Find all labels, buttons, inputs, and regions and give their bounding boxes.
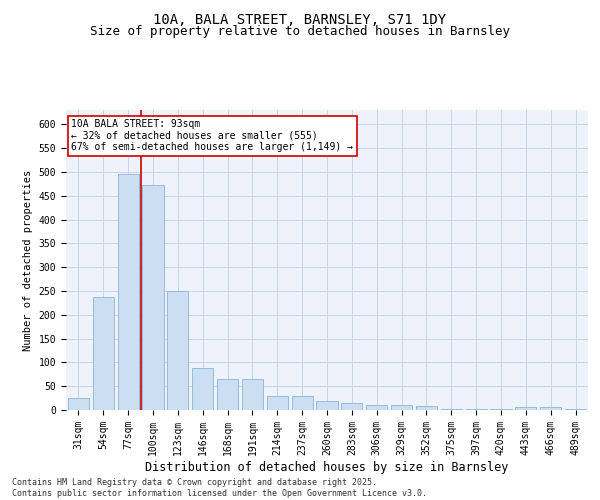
Text: 10A, BALA STREET, BARNSLEY, S71 1DY: 10A, BALA STREET, BARNSLEY, S71 1DY [154,12,446,26]
X-axis label: Distribution of detached houses by size in Barnsley: Distribution of detached houses by size … [145,460,509,473]
Bar [416,406,437,410]
Text: Size of property relative to detached houses in Barnsley: Size of property relative to detached ho… [90,25,510,38]
Bar [341,403,362,410]
Text: 10A BALA STREET: 93sqm
← 32% of detached houses are smaller (555)
67% of semi-de: 10A BALA STREET: 93sqm ← 32% of detached… [71,119,353,152]
Bar [490,408,512,410]
Bar [142,185,164,410]
Bar [242,379,263,410]
Bar [391,405,412,410]
Bar [366,405,387,410]
Bar [441,408,462,410]
Bar [540,407,561,410]
Y-axis label: Number of detached properties: Number of detached properties [23,170,33,350]
Bar [167,291,188,410]
Bar [192,368,213,410]
Bar [515,407,536,410]
Bar [565,408,586,410]
Bar [68,398,89,410]
Bar [118,174,139,410]
Bar [217,379,238,410]
Bar [316,402,338,410]
Bar [93,296,114,410]
Bar [466,408,487,410]
Bar [292,396,313,410]
Text: Contains HM Land Registry data © Crown copyright and database right 2025.
Contai: Contains HM Land Registry data © Crown c… [12,478,427,498]
Bar [267,396,288,410]
